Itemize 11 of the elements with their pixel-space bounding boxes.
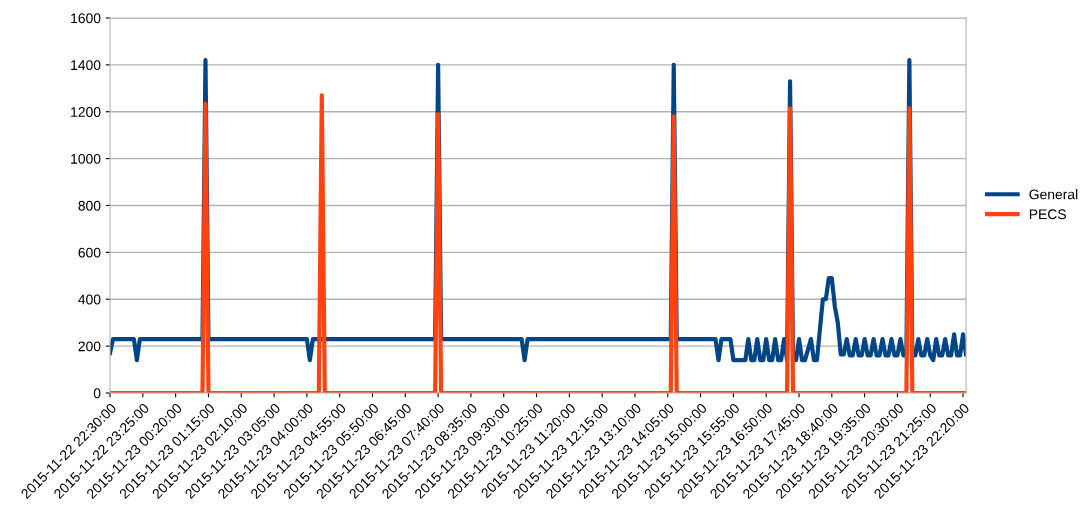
y-tick-label: 800 <box>78 200 101 211</box>
y-tick-label: 1600 <box>71 13 101 24</box>
y-tick-label: 1200 <box>71 107 101 117</box>
y-tick-label: 1000 <box>71 153 101 164</box>
y-tick-label: 0 <box>93 388 101 399</box>
y-tick-label: 400 <box>78 294 101 305</box>
y-tick-label: 200 <box>78 341 101 352</box>
y-tick-label: 600 <box>78 247 101 258</box>
y-tick-label: 1400 <box>71 60 101 71</box>
legend-label: PECS <box>1029 209 1066 220</box>
legend-label: General <box>1029 189 1078 200</box>
